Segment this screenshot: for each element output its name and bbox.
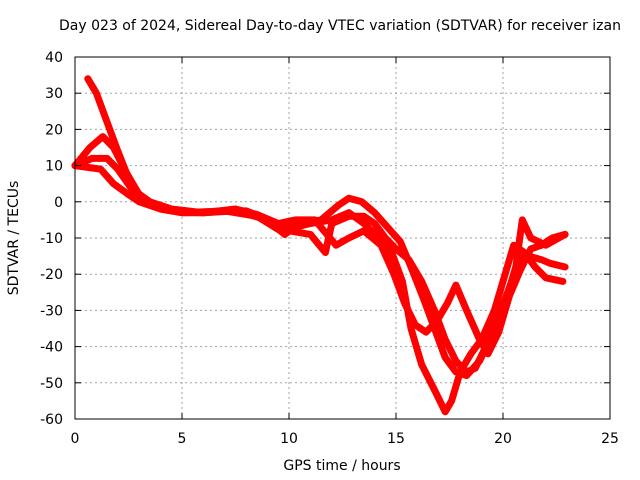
y-tick-label: -10: [40, 231, 63, 247]
x-tick-label: 10: [280, 431, 298, 447]
y-tick-label: -20: [40, 267, 63, 283]
y-tick-label: 40: [45, 50, 63, 66]
x-tick-label: 20: [494, 431, 512, 447]
x-tick-label: 5: [178, 431, 187, 447]
y-tick-label: 0: [54, 195, 63, 211]
series-layer: [71, 75, 569, 416]
y-tick-label: 10: [45, 159, 63, 175]
y-tick-label: -50: [40, 376, 63, 392]
y-tick-label: -60: [40, 412, 63, 428]
x-tick-label: 25: [601, 431, 619, 447]
y-tick-label: -30: [40, 303, 63, 319]
y-tick-label: 20: [45, 122, 63, 138]
y-tick-label: 30: [45, 86, 63, 102]
y-tick-label: -40: [40, 340, 63, 356]
data-series-track-4: [71, 154, 569, 358]
data-series-track-3: [84, 75, 569, 376]
chart-title: Day 023 of 2024, Sidereal Day-to-day VTE…: [59, 18, 621, 34]
x-tick-label: 0: [71, 431, 80, 447]
x-tick-label: 15: [387, 431, 405, 447]
y-axis-label: SDTVAR / TECUs: [6, 181, 22, 296]
axis-ticks: 0 5 10 15 20 25 -60 -50 -40 -30 -20 -10 0 10 20 30 40: [40, 50, 619, 447]
x-axis-label: GPS time / hours: [283, 458, 400, 474]
